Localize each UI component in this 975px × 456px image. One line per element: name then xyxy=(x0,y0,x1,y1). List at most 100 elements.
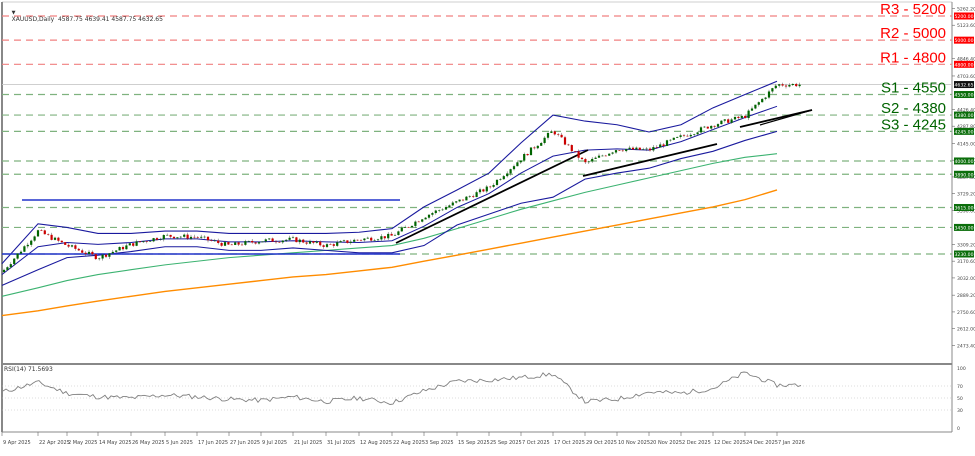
candle xyxy=(325,244,329,247)
candle xyxy=(145,241,148,242)
candle xyxy=(533,147,536,149)
candle xyxy=(281,240,284,243)
candle xyxy=(478,189,482,193)
candle xyxy=(424,217,427,220)
svg-text:25 Sep 2025: 25 Sep 2025 xyxy=(490,440,522,446)
candle xyxy=(53,237,57,240)
candle xyxy=(74,245,77,249)
svg-text:21 Jul 2025: 21 Jul 2025 xyxy=(294,440,322,446)
candle xyxy=(247,240,250,242)
candle xyxy=(485,186,488,192)
candle xyxy=(431,213,434,215)
candle xyxy=(553,131,556,135)
price-tags: 5200.00 5000.00 4800.00 4550.00 4380.00 4245.… xyxy=(954,12,974,258)
svg-text:12 Dec 2025: 12 Dec 2025 xyxy=(714,440,746,446)
candle xyxy=(373,240,376,241)
candle xyxy=(750,108,754,111)
svg-text:4426.40: 4426.40 xyxy=(957,107,975,113)
candle xyxy=(271,238,274,242)
bollinger-upper xyxy=(1,80,778,265)
candle xyxy=(659,144,662,148)
candle xyxy=(475,192,478,198)
level-label: S1 - 4550 xyxy=(881,80,946,97)
svg-text:7 Oct 2025: 7 Oct 2025 xyxy=(522,440,550,446)
candle xyxy=(509,169,512,174)
symbol-arrow-icon: ▼ xyxy=(11,10,16,16)
candle xyxy=(104,254,108,257)
candle xyxy=(342,240,346,242)
candle xyxy=(580,157,584,160)
candle xyxy=(149,241,152,242)
candle xyxy=(43,230,46,235)
candle xyxy=(257,242,261,244)
candle xyxy=(699,127,703,133)
candle xyxy=(312,241,315,243)
candle xyxy=(577,151,580,158)
svg-text:27 Jun 2025: 27 Jun 2025 xyxy=(230,440,260,446)
symbol-ohlc-text: XAUUSD,Daily 4587.75 4639.41 4587.75 463… xyxy=(11,16,163,23)
candle xyxy=(288,237,291,240)
candle xyxy=(305,242,308,244)
candle xyxy=(203,236,206,238)
svg-text:3890.00: 3890.00 xyxy=(955,172,974,178)
candle xyxy=(458,199,461,202)
candle xyxy=(798,84,801,87)
candle xyxy=(754,104,757,109)
svg-text:4380.00: 4380.00 xyxy=(955,113,974,119)
candle xyxy=(730,119,733,123)
candle xyxy=(570,145,573,152)
svg-text:4000.00: 4000.00 xyxy=(955,159,974,165)
svg-text:2 Dec 2025: 2 Dec 2025 xyxy=(682,440,711,446)
candle xyxy=(118,247,121,251)
candle xyxy=(720,120,723,125)
candle xyxy=(689,134,692,137)
candle xyxy=(679,135,682,137)
candle xyxy=(591,158,594,162)
candle xyxy=(618,150,621,151)
svg-text:15 Sep 2025: 15 Sep 2025 xyxy=(458,440,490,446)
candle xyxy=(737,116,740,118)
candle xyxy=(778,84,781,86)
svg-text:17 Jun 2025: 17 Jun 2025 xyxy=(198,440,228,446)
candle xyxy=(19,251,23,254)
candle xyxy=(791,83,794,86)
ma-green-line xyxy=(1,153,778,297)
candle xyxy=(499,179,502,180)
candle xyxy=(152,238,155,242)
candle xyxy=(390,233,393,236)
candle xyxy=(274,241,278,243)
level-label: R1 - 4800 xyxy=(880,49,946,66)
svg-text:0: 0 xyxy=(957,426,960,432)
level-tag xyxy=(954,157,974,165)
candle xyxy=(642,149,645,150)
candle xyxy=(176,237,179,239)
candle xyxy=(319,241,322,246)
candle xyxy=(298,239,301,243)
svg-text:4632.65: 4632.65 xyxy=(955,83,974,89)
candle xyxy=(444,207,448,210)
candle xyxy=(84,252,87,254)
level-tag xyxy=(954,223,974,231)
svg-text:3032.00: 3032.00 xyxy=(957,276,975,282)
candle xyxy=(223,242,227,246)
candle xyxy=(625,149,628,152)
candle xyxy=(196,237,199,238)
candle xyxy=(597,155,601,158)
candle xyxy=(23,246,26,252)
candle xyxy=(523,153,526,161)
candle xyxy=(601,155,604,157)
candle xyxy=(268,238,271,240)
candle xyxy=(543,137,546,143)
candle xyxy=(723,119,726,121)
svg-text:4287.80: 4287.80 xyxy=(957,124,975,130)
candle xyxy=(13,258,16,265)
candle xyxy=(94,254,97,260)
svg-text:14 May 2025: 14 May 2025 xyxy=(99,440,132,446)
candle xyxy=(611,152,614,154)
candle xyxy=(662,144,665,146)
candle xyxy=(438,210,441,211)
candle xyxy=(744,115,747,119)
level-labels: R3 - 5200 R2 - 5000 R1 - 4800 S1 - 4550 S2 -… xyxy=(880,1,946,133)
level-tag xyxy=(954,127,974,135)
